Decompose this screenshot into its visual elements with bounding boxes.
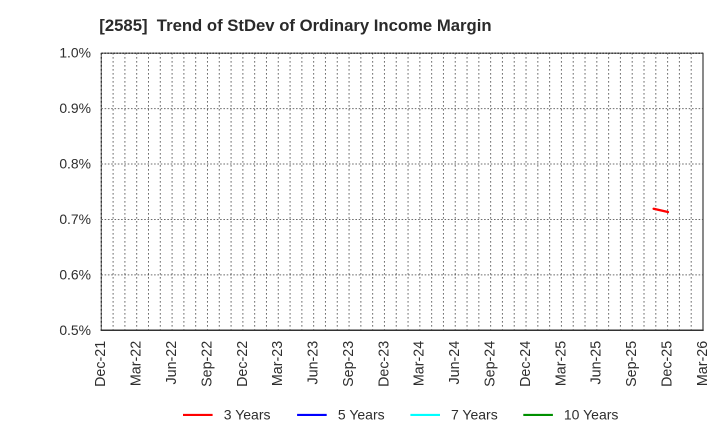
svg-text:[2585] Trend of StDev of Ordi: [2585] Trend of StDev of Ordinary Income… — [99, 16, 491, 35]
svg-text:0.8%: 0.8% — [59, 156, 91, 172]
svg-text:10 Years: 10 Years — [564, 407, 619, 423]
svg-text:Dec-21: Dec-21 — [93, 341, 109, 387]
svg-text:Dec-23: Dec-23 — [376, 341, 392, 387]
svg-text:Sep-22: Sep-22 — [199, 341, 215, 387]
svg-text:Dec-25: Dec-25 — [660, 341, 676, 387]
svg-text:Mar-25: Mar-25 — [553, 341, 569, 386]
svg-text:Dec-22: Dec-22 — [235, 341, 251, 387]
svg-text:Jun-24: Jun-24 — [447, 341, 463, 385]
svg-text:Sep-25: Sep-25 — [624, 341, 640, 387]
svg-text:0.7%: 0.7% — [59, 211, 91, 227]
svg-text:0.5%: 0.5% — [59, 322, 91, 338]
svg-text:7 Years: 7 Years — [451, 407, 498, 423]
svg-text:Mar-26: Mar-26 — [695, 341, 711, 386]
svg-text:Jun-22: Jun-22 — [164, 341, 180, 385]
svg-text:0.6%: 0.6% — [59, 266, 91, 282]
svg-text:0.9%: 0.9% — [59, 100, 91, 116]
svg-text:Jun-25: Jun-25 — [589, 341, 605, 385]
svg-text:Mar-22: Mar-22 — [129, 341, 145, 386]
svg-text:Dec-24: Dec-24 — [518, 341, 534, 387]
svg-text:1.0%: 1.0% — [59, 45, 91, 61]
svg-text:Sep-23: Sep-23 — [341, 341, 357, 387]
svg-text:Mar-23: Mar-23 — [270, 341, 286, 386]
svg-text:Sep-24: Sep-24 — [483, 341, 499, 387]
svg-text:Jun-23: Jun-23 — [306, 341, 322, 385]
svg-text:5 Years: 5 Years — [338, 407, 385, 423]
svg-text:Mar-24: Mar-24 — [412, 341, 428, 386]
svg-text:3 Years: 3 Years — [224, 407, 271, 423]
